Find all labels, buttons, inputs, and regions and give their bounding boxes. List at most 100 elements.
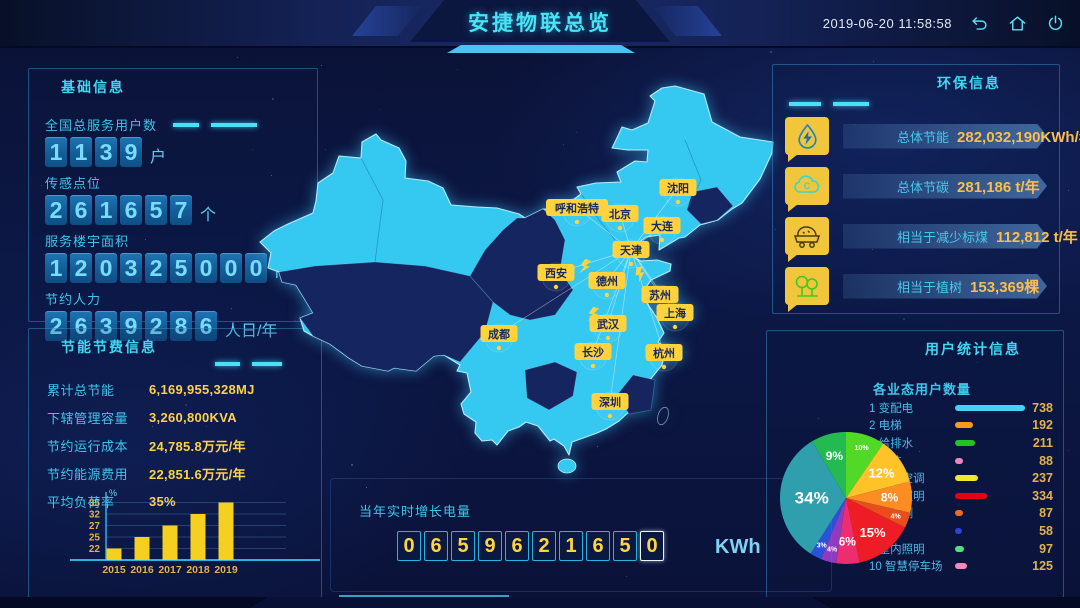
user-row-bar	[955, 458, 963, 464]
env-row-value: 281,186 t/年	[957, 176, 1040, 197]
svg-text:武汉: 武汉	[597, 317, 620, 331]
bar-chart-xtick: 2015	[102, 564, 126, 576]
energy-row-label: 节约运行成本	[47, 436, 149, 455]
trees-icon	[785, 267, 829, 305]
digit-box: 1	[70, 137, 92, 167]
bar-chart-ytick: 35	[89, 498, 101, 509]
user-row-value: 125	[1017, 559, 1053, 573]
env-row: 相当于植树 153,369棵	[785, 261, 1049, 311]
pie-slice-label: 12%	[869, 466, 895, 481]
map-province-dark	[279, 262, 493, 371]
growth-digit-box: 6	[424, 531, 448, 561]
bar-2016	[135, 537, 150, 560]
digit-box: 5	[170, 253, 192, 283]
svg-text:沈阳: 沈阳	[667, 181, 689, 195]
energy-row-value: 6,169,955,328MJ	[149, 382, 255, 397]
bar-2019	[219, 503, 234, 561]
digit-box: 7	[170, 195, 192, 225]
power-icon[interactable]	[1044, 12, 1066, 34]
bar-2018	[191, 514, 206, 560]
bar-chart-xtick: 2016	[130, 564, 154, 576]
user-row-bar	[955, 440, 975, 446]
home-icon[interactable]	[1006, 12, 1028, 34]
header: 安捷物联总览 2019-06-20 11:58:58	[0, 0, 1080, 48]
user-row-bar	[955, 475, 978, 481]
energy-info-title: 节能节费信息	[61, 337, 157, 357]
env-row: 相当于减少标煤 112,812 t/年	[785, 211, 1049, 261]
user-row-bar-track	[955, 440, 1017, 446]
env-row-value: 112,812 t/年	[996, 226, 1078, 247]
basic-info-title: 基础信息	[61, 77, 125, 97]
digit-box: 0	[220, 253, 242, 283]
user-stats-row: 1 变配电 738	[869, 399, 1053, 417]
bar-chart-ytick: 27	[89, 521, 101, 532]
bar-2017	[163, 526, 178, 561]
digit-box: 1	[95, 195, 117, 225]
user-row-bar	[955, 510, 963, 516]
growth-digit-box: 2	[532, 531, 556, 561]
svg-text:C: C	[804, 181, 811, 191]
svg-text:苏州: 苏州	[649, 288, 671, 302]
user-row-bar	[955, 493, 987, 499]
panel-deco-dashes	[789, 102, 869, 106]
growth-digit-box: 1	[559, 531, 583, 561]
svg-text:德州: 德州	[595, 274, 618, 288]
header-cyan-strip	[447, 45, 635, 53]
growth-label: 当年实时增长电量	[359, 501, 471, 520]
user-row-value: 192	[1017, 418, 1053, 432]
timestamp: 2019-06-20 11:58:58	[823, 16, 952, 31]
digit-box: 0	[195, 253, 217, 283]
user-row-bar	[955, 546, 964, 552]
map-city-label[interactable]: 上海	[657, 304, 694, 329]
growth-digit-box: 0	[397, 531, 421, 561]
footer-bar	[0, 597, 1080, 608]
energy-row-label: 累计总节能	[47, 380, 149, 399]
user-row-value: 211	[1017, 436, 1053, 450]
user-row-bar-track	[955, 510, 1017, 516]
user-row-bar-track	[955, 563, 1017, 569]
env-row-label: 总体节能	[897, 127, 949, 146]
svg-text:呼和浩特: 呼和浩特	[555, 201, 599, 215]
growth-digit-box: 5	[613, 531, 637, 561]
pie-slice-label: 8%	[881, 491, 899, 505]
user-row-bar	[955, 405, 1025, 411]
svg-text:大连: 大连	[651, 219, 674, 233]
digit-box: 2	[45, 195, 67, 225]
pie-slice-label: 4%	[891, 513, 902, 520]
bar-chart-ytick: 25	[89, 533, 101, 544]
digit-box: 1	[45, 253, 67, 283]
user-row-bar-track	[955, 475, 1017, 481]
energy-row-value: 3,260,800KVA	[149, 410, 237, 425]
bar-chart-xtick: 2019	[214, 564, 238, 576]
coal-cart-icon	[785, 217, 829, 255]
digit-box: 0	[95, 253, 117, 283]
svg-text:杭州: 杭州	[653, 346, 675, 360]
env-info-title: 环保信息	[937, 73, 1001, 93]
user-row-bar-track	[955, 405, 1017, 411]
growth-unit: KWh	[715, 536, 761, 561]
growth-digit-box: 5	[451, 531, 475, 561]
bar-chart-ytick: 32	[89, 510, 101, 521]
user-row-value: 237	[1017, 471, 1053, 485]
energy-row-label: 节约能源费用	[47, 464, 149, 483]
env-row-label: 相当于减少标煤	[897, 227, 988, 246]
svg-text:天津: 天津	[620, 243, 642, 257]
user-row-value: 738	[1017, 401, 1053, 415]
pie-slice-label: 6%	[839, 535, 857, 549]
energy-row-value: 22,851.6万元/年	[149, 464, 246, 483]
user-row-value: 88	[1017, 454, 1053, 468]
svg-text:西安: 西安	[545, 266, 567, 280]
carbon-cloud-icon: C	[785, 167, 829, 205]
svg-text:上海: 上海	[664, 306, 686, 320]
bar-chart-xtick: 2018	[186, 564, 210, 576]
back-icon[interactable]	[968, 12, 990, 34]
pie-slice-label: 15%	[860, 525, 886, 540]
growth-digit-box: 6	[505, 531, 529, 561]
digit-box: 5	[145, 195, 167, 225]
svg-text:深圳: 深圳	[599, 395, 621, 409]
user-row-bar	[955, 528, 962, 534]
user-row-bar-track	[955, 458, 1017, 464]
user-row-value: 97	[1017, 542, 1053, 556]
digit-box: 9	[120, 137, 142, 167]
svg-text:成都: 成都	[488, 327, 510, 341]
